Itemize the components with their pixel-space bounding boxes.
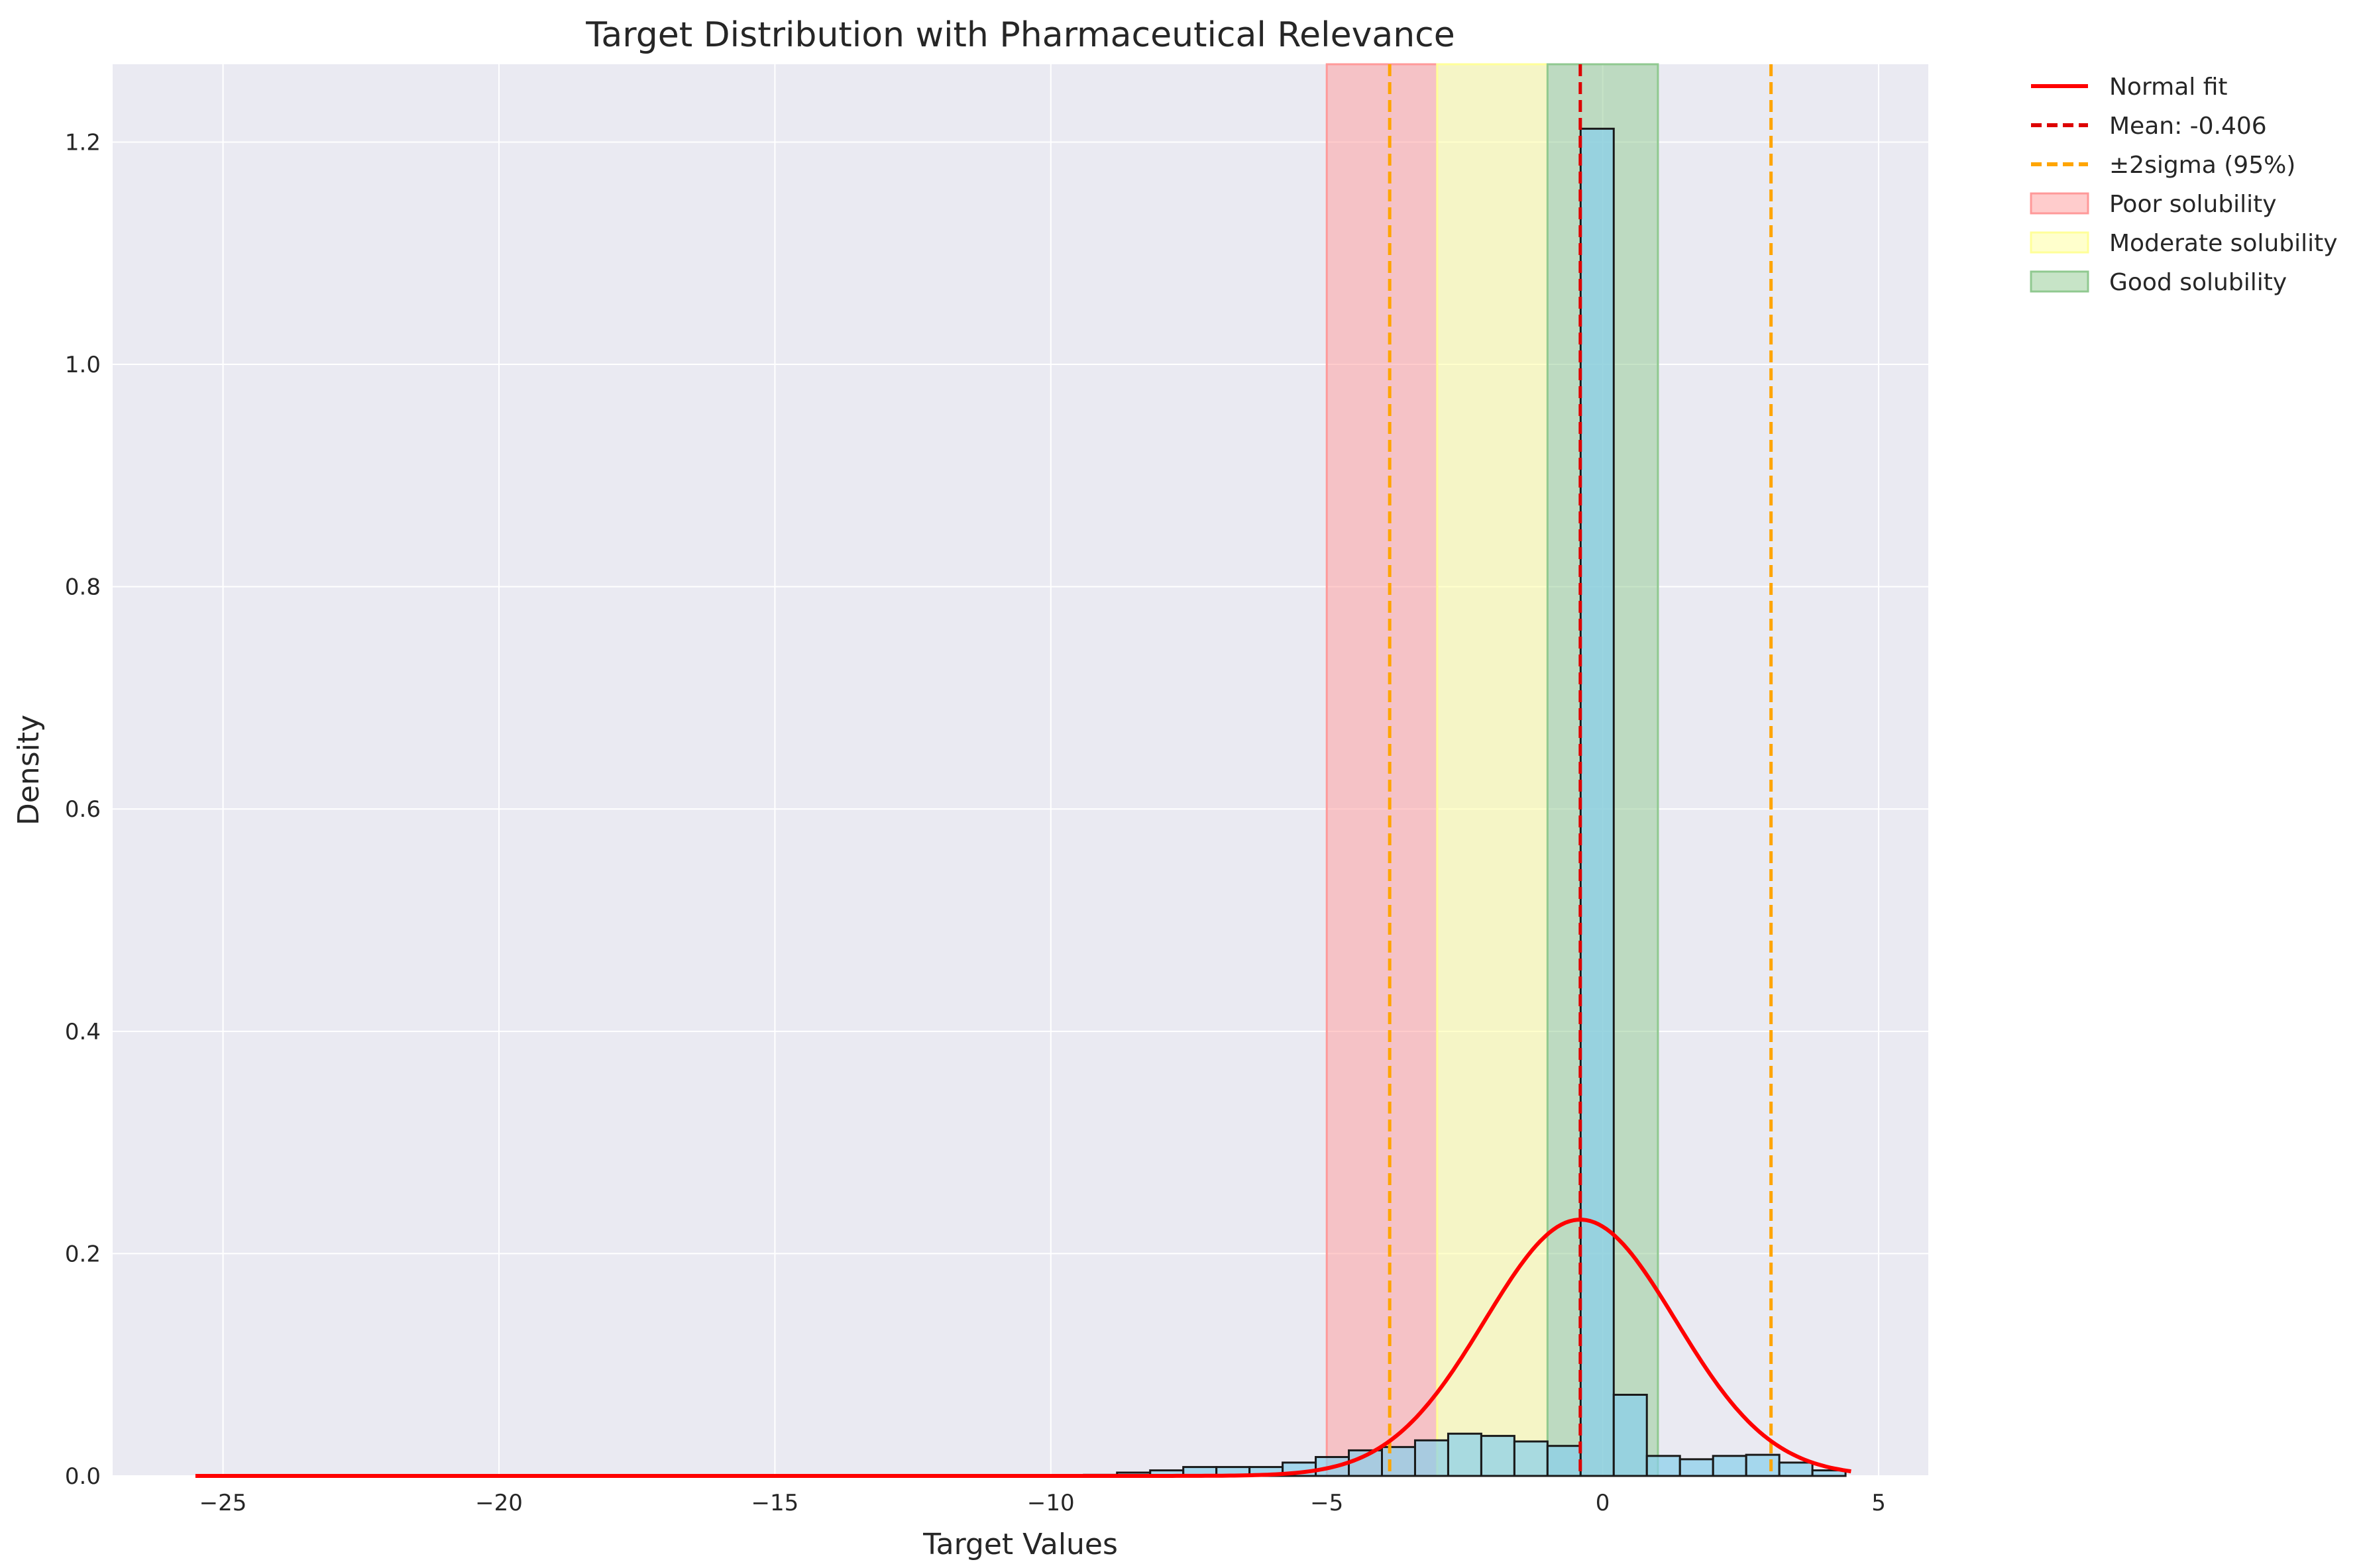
histogram-bars — [1050, 127, 1847, 1477]
y-tick-label: 0.2 — [65, 1241, 101, 1267]
region-poor-solubility — [1325, 63, 1439, 1477]
histogram-bar — [1413, 1439, 1449, 1477]
normal-fit-curve — [195, 1218, 1851, 1478]
legend: Normal fit Mean: -0.406 ±2sigma (95%) Poor … — [2030, 74, 2338, 296]
histogram-bar — [1579, 127, 1615, 1477]
histogram-bar — [1745, 1453, 1781, 1477]
legend-swatch-patch — [2030, 192, 2089, 215]
legend-label: ±2sigma (95%) — [2109, 152, 2295, 179]
y-tick-label: 1.2 — [65, 129, 101, 156]
x-axis-label: Target Values — [922, 1528, 1118, 1561]
y-tick-label: 0.4 — [65, 1019, 101, 1045]
histogram-bar — [1712, 1455, 1747, 1477]
y-tick-label: 0.8 — [65, 574, 101, 601]
y-tick-label: 0.0 — [65, 1463, 101, 1490]
histogram-bar — [1778, 1461, 1814, 1477]
axis-ticks: −25 −20 −15 −10 −5 0 5 0.0 0.2 0.4 0.6 0.8 1.0 1.2 — [65, 129, 1886, 1516]
histogram-bar — [1612, 1394, 1648, 1477]
legend-label: Poor solubility — [2109, 191, 2277, 218]
y-axis-label: Density — [12, 715, 46, 825]
legend-swatch-patch — [2030, 231, 2089, 254]
histogram-bar — [1645, 1455, 1681, 1477]
x-tick-label: −25 — [199, 1490, 247, 1516]
reference-lines — [1388, 64, 1773, 1476]
histogram-bar — [1811, 1469, 1847, 1477]
normal-fit-layer — [195, 1218, 1851, 1478]
histogram-bar — [1480, 1435, 1515, 1477]
x-tick-label: 0 — [1596, 1490, 1610, 1516]
x-tick-label: 5 — [1871, 1490, 1886, 1516]
histogram-bar — [1513, 1440, 1549, 1477]
x-tick-label: −15 — [751, 1490, 799, 1516]
histogram-bar — [1678, 1458, 1714, 1477]
x-tick-label: −5 — [1310, 1490, 1343, 1516]
histogram-bar — [1315, 1455, 1350, 1477]
x-tick-label: −20 — [475, 1490, 523, 1516]
chart-title: Target Distribution with Pharmaceutical … — [585, 15, 1455, 55]
y-tick-label: 1.0 — [65, 352, 101, 378]
legend-label: Mean: -0.406 — [2109, 113, 2267, 140]
legend-label: Good solubility — [2109, 269, 2287, 296]
histogram-bar — [1381, 1445, 1416, 1477]
histogram-bar — [1447, 1432, 1482, 1477]
x-tick-label: −10 — [1027, 1490, 1075, 1516]
legend-label: Moderate solubility — [2109, 230, 2338, 257]
legend-swatch-patch — [2030, 270, 2089, 293]
histogram-bar — [1546, 1445, 1582, 1477]
legend-label: Normal fit — [2109, 74, 2228, 101]
region-moderate-solubility — [1436, 63, 1549, 1477]
y-tick-label: 0.6 — [65, 796, 101, 823]
